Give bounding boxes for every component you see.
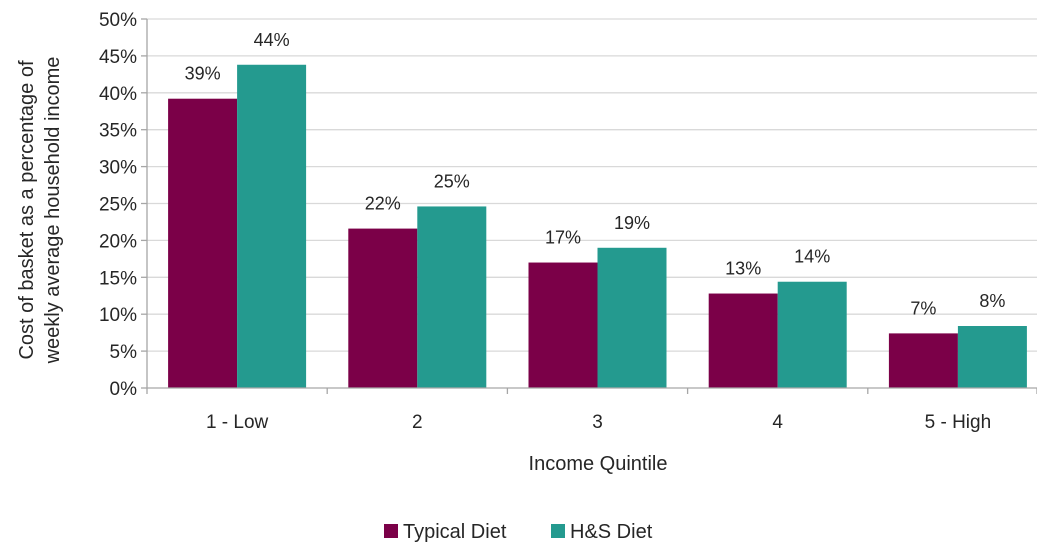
y-tick-label: 50% bbox=[99, 10, 137, 31]
data-label: 39% bbox=[185, 64, 221, 84]
data-labels: 39% 44% 22% 25% 17% 19% 13% 14% 7% 8% bbox=[185, 30, 1006, 319]
data-label: 19% bbox=[614, 213, 650, 233]
y-axis-title-line-1: Cost of basket as a percentage of bbox=[16, 60, 38, 360]
data-label: 7% bbox=[910, 298, 936, 318]
data-label: 14% bbox=[794, 247, 830, 267]
y-tick-label: 40% bbox=[99, 84, 137, 105]
legend-swatch bbox=[551, 524, 565, 538]
y-axis-title: Cost of basket as a percentage of weekly… bbox=[16, 57, 64, 365]
bar bbox=[348, 228, 418, 388]
bar bbox=[777, 281, 847, 388]
x-axis-title: Income Quintile bbox=[529, 453, 668, 475]
bars bbox=[168, 64, 1027, 389]
bar bbox=[528, 262, 598, 388]
legend: Typical Diet H&S Diet bbox=[384, 521, 653, 543]
data-label: 8% bbox=[979, 291, 1005, 311]
legend-swatch bbox=[384, 524, 398, 538]
data-label: 17% bbox=[545, 228, 581, 248]
x-tick-label: 1 - Low bbox=[206, 412, 269, 433]
bar bbox=[708, 293, 778, 388]
data-label: 25% bbox=[434, 171, 470, 191]
bar bbox=[597, 247, 667, 388]
data-label: 13% bbox=[725, 259, 761, 279]
y-tick-label: 15% bbox=[99, 268, 137, 289]
bar bbox=[417, 206, 487, 388]
data-label: 44% bbox=[254, 30, 290, 50]
y-tick-label: 30% bbox=[99, 158, 137, 179]
y-tick-label: 25% bbox=[99, 195, 137, 216]
x-tick-label: 5 - High bbox=[925, 412, 992, 433]
bar bbox=[888, 333, 958, 388]
x-tick-label: 2 bbox=[412, 412, 423, 433]
y-tick-label: 45% bbox=[99, 47, 137, 68]
x-axis: 1 - Low 2 3 4 5 - High bbox=[146, 19, 1037, 433]
y-tick-label: 20% bbox=[99, 231, 137, 252]
legend-label: H&S Diet bbox=[570, 521, 653, 543]
legend-label: Typical Diet bbox=[403, 521, 507, 543]
bar bbox=[957, 326, 1027, 388]
y-axis-title-line-2: weekly average household income bbox=[42, 57, 64, 365]
y-tick-label: 5% bbox=[110, 342, 138, 363]
x-tick-label: 3 bbox=[592, 412, 603, 433]
y-tick-label: 10% bbox=[99, 305, 137, 326]
y-tick-label: 0% bbox=[110, 379, 138, 400]
y-tick-label: 35% bbox=[99, 121, 137, 142]
bar bbox=[237, 64, 307, 389]
y-axis-ticks: 0% 5% 10% 15% 20% 25% 30% 35% 40% 45% 50% bbox=[99, 10, 147, 400]
data-label: 22% bbox=[365, 194, 401, 214]
x-tick-label: 4 bbox=[772, 412, 783, 433]
bar bbox=[168, 98, 238, 388]
